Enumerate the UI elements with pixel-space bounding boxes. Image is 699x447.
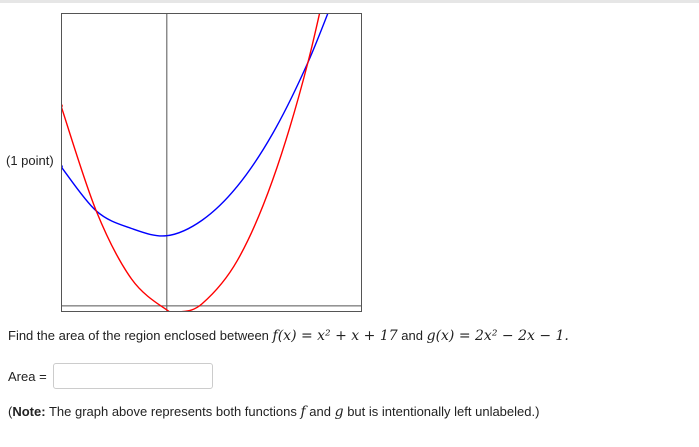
top-divider bbox=[0, 0, 699, 3]
g-expression: g(x) = 2x² − 2x − 1. bbox=[426, 328, 569, 344]
note-text-1: The graph above represents both function… bbox=[48, 404, 297, 419]
answer-row: Area = bbox=[8, 361, 213, 391]
area-input[interactable] bbox=[52, 363, 213, 389]
question-text: Find the area of the region enclosed bet… bbox=[8, 328, 569, 344]
series-line-2 bbox=[62, 14, 321, 311]
series-endpoint-1 bbox=[62, 165, 63, 169]
point-value-label: (1 point) bbox=[6, 153, 54, 168]
note-and: and bbox=[309, 404, 331, 419]
note-g-name: g bbox=[334, 404, 344, 420]
series-endpoint-2 bbox=[62, 104, 63, 108]
graph-frame bbox=[61, 13, 362, 312]
note-text: (Note: The graph above represents both f… bbox=[8, 404, 539, 420]
question-lead: Find the area of the region enclosed bet… bbox=[8, 328, 269, 343]
note-text-2: but is intentionally left unlabeled.) bbox=[347, 404, 540, 419]
note-bold-label: Note: bbox=[12, 404, 46, 419]
area-label: Area = bbox=[8, 368, 47, 384]
f-expression: f(x) = x² + x + 17 bbox=[272, 328, 398, 344]
note-f-name: f bbox=[300, 404, 306, 420]
series-layer bbox=[62, 14, 329, 311]
series-line-1 bbox=[62, 14, 329, 237]
question-connector: and bbox=[401, 328, 423, 343]
note-open-paren: ( bbox=[8, 404, 13, 419]
function-graph bbox=[61, 13, 362, 312]
